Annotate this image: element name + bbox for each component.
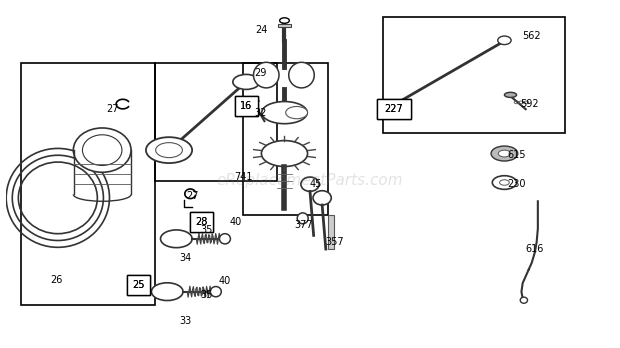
Circle shape <box>498 150 510 157</box>
Ellipse shape <box>520 297 528 303</box>
Ellipse shape <box>505 92 516 97</box>
Text: 45: 45 <box>310 179 322 189</box>
Ellipse shape <box>297 213 308 224</box>
Bar <box>243 63 328 215</box>
Ellipse shape <box>73 128 131 172</box>
Text: 227: 227 <box>384 104 403 114</box>
Ellipse shape <box>219 234 231 244</box>
Text: 230: 230 <box>507 179 526 189</box>
Text: 28: 28 <box>196 217 208 227</box>
Text: eReplacementParts.com: eReplacementParts.com <box>216 173 404 188</box>
Text: 592: 592 <box>521 99 539 109</box>
Text: 616: 616 <box>526 244 544 254</box>
Bar <box>377 99 410 119</box>
Ellipse shape <box>248 99 259 103</box>
Bar <box>328 215 334 249</box>
Bar <box>190 212 213 232</box>
Text: 35: 35 <box>200 290 213 300</box>
Text: 28: 28 <box>196 217 208 227</box>
Ellipse shape <box>210 286 221 297</box>
Circle shape <box>146 137 192 163</box>
Bar <box>127 275 150 295</box>
Circle shape <box>280 18 290 23</box>
Text: 40: 40 <box>230 217 242 227</box>
Ellipse shape <box>301 177 319 191</box>
Bar <box>377 99 410 119</box>
Ellipse shape <box>498 36 511 45</box>
Ellipse shape <box>262 102 308 124</box>
Text: 34: 34 <box>179 253 192 262</box>
Text: 33: 33 <box>179 316 192 326</box>
Bar <box>21 63 155 305</box>
Text: 35: 35 <box>200 225 213 235</box>
Text: 615: 615 <box>507 150 526 160</box>
Bar <box>383 17 565 133</box>
Text: 24: 24 <box>255 25 268 35</box>
Bar <box>234 96 258 116</box>
Bar <box>127 275 150 295</box>
Text: 27: 27 <box>106 104 119 114</box>
Text: 25: 25 <box>133 280 145 290</box>
Ellipse shape <box>313 191 331 205</box>
Circle shape <box>262 141 308 166</box>
Bar <box>190 212 213 232</box>
Bar <box>234 96 258 116</box>
Text: 25: 25 <box>133 280 145 290</box>
Text: 27: 27 <box>186 191 198 201</box>
Text: 26: 26 <box>50 275 62 285</box>
Text: 357: 357 <box>325 237 343 247</box>
Text: 29: 29 <box>254 69 267 78</box>
Bar <box>278 24 291 27</box>
Text: 377: 377 <box>294 220 313 230</box>
Circle shape <box>151 283 183 301</box>
Circle shape <box>491 146 518 161</box>
Circle shape <box>286 106 308 119</box>
Text: 32: 32 <box>254 108 267 118</box>
Text: 741: 741 <box>234 172 252 182</box>
Ellipse shape <box>254 62 279 88</box>
Text: 40: 40 <box>219 276 231 286</box>
Text: 562: 562 <box>523 31 541 41</box>
Bar <box>155 63 277 181</box>
Circle shape <box>233 74 260 89</box>
Text: 16: 16 <box>240 101 252 111</box>
Circle shape <box>156 143 182 158</box>
Text: 227: 227 <box>384 104 403 114</box>
Text: 16: 16 <box>240 101 252 111</box>
Ellipse shape <box>289 62 314 88</box>
Circle shape <box>161 230 192 248</box>
Ellipse shape <box>82 135 122 165</box>
